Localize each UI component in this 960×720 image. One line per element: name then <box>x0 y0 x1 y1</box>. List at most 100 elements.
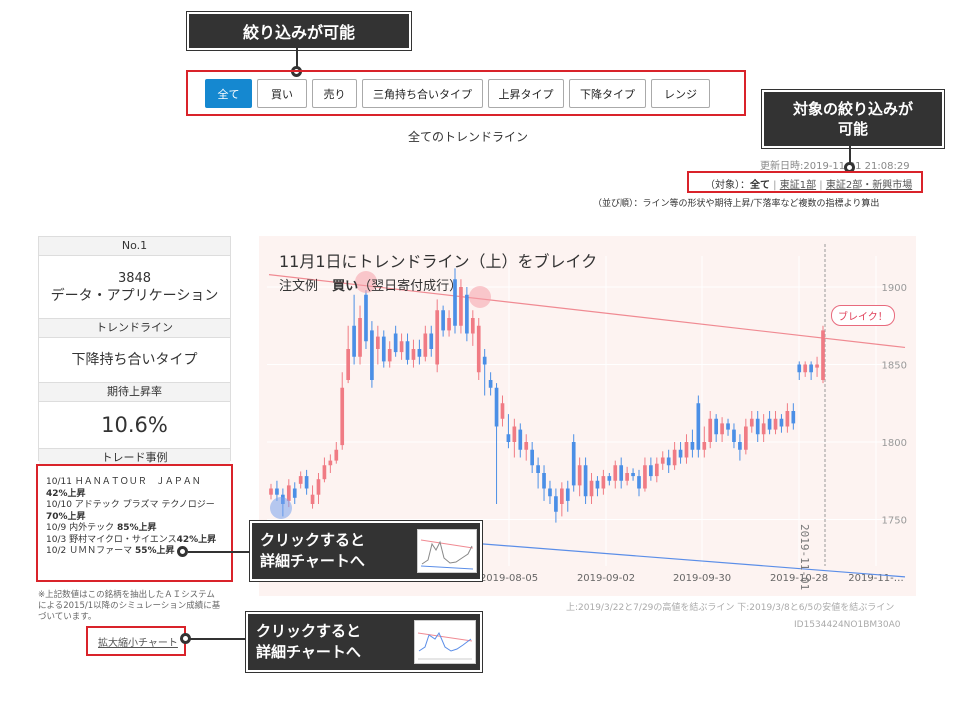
target-callout-connector <box>849 146 851 166</box>
candle-body <box>387 349 392 362</box>
candle-body <box>482 356 487 365</box>
candle-body <box>286 485 291 501</box>
candle-body <box>381 336 386 362</box>
filter-all-button[interactable]: 全て <box>205 79 252 108</box>
candle-body <box>364 294 368 342</box>
candle-body <box>613 465 618 481</box>
candle-body <box>631 473 635 477</box>
order-type: （翌日寄付成行） <box>358 279 463 294</box>
filter-range-button[interactable]: レンジ <box>651 79 710 108</box>
candle-body <box>536 465 540 473</box>
candle-body <box>720 423 724 435</box>
click-callout-1-line1: クリックすると <box>260 531 366 549</box>
stock-name: データ・アプリケーション <box>50 287 219 304</box>
candle-body <box>275 488 279 495</box>
click-callout-1-line2: 詳細チャートへ <box>260 552 365 570</box>
click-callout-2-line1: クリックすると <box>256 622 362 640</box>
filter-sell-button[interactable]: 売り <box>312 79 357 108</box>
candle-body <box>601 476 606 489</box>
expected-head: 期待上昇率 <box>39 383 230 402</box>
candle-body <box>328 460 333 466</box>
filter-uptrend-button[interactable]: 上昇タイプ <box>488 79 564 108</box>
trade-item[interactable]: 10/3 野村マイクロ・サイエンス42%上昇 <box>46 534 217 545</box>
candle-body <box>660 457 665 464</box>
stock-code: 3848 <box>117 270 152 286</box>
trades-head: トレード事例 <box>39 449 230 466</box>
filter-buy-button[interactable]: 買い <box>257 79 307 108</box>
y-tick-label: 1750 <box>882 516 907 527</box>
x-tick-label: 2019-09-02 <box>577 573 635 584</box>
candle-body <box>791 411 796 424</box>
chart-svg[interactable]: 1750 1800 1850 1900 2019-08-05 2019-09-02 2019… <box>259 236 916 596</box>
click-callout-2-connector <box>188 638 246 640</box>
target-filter: （対象）：全て | 東証1部 | 東証2部・新興市場 <box>705 176 912 191</box>
candle-body <box>714 418 719 435</box>
candle-body <box>583 465 588 497</box>
candle-body <box>358 318 362 357</box>
candle-body <box>690 442 695 450</box>
filter-triangle-button[interactable]: 三角持ち合いタイプ <box>362 79 483 108</box>
trades-list: 10/11 ＨＡＮＡＴＯＵＲ ＪＡＰＡＮ 42%上昇 10/10 アドテック プラ… <box>38 477 231 558</box>
trendline-head: トレンドライン <box>39 319 230 338</box>
candle-body <box>346 349 351 380</box>
trade-item[interactable]: 10/10 アドテック プラズマ テクノロジー 70%上昇 <box>46 500 215 522</box>
candle-body <box>702 442 707 450</box>
candle-body <box>595 480 600 489</box>
click-callout-1: クリックすると 詳細チャートへ <box>249 520 483 582</box>
candle-body <box>696 403 701 450</box>
rank-label: No.1 <box>39 237 230 256</box>
order-note: （並び順）：ライン等の形状や期待上昇/下落率など複数の指標より算出 <box>593 199 880 209</box>
candle-body <box>589 480 594 497</box>
filter-callout-text: 絞り込みが可能 <box>242 23 355 42</box>
candle-body <box>322 465 327 480</box>
zoom-chart-link[interactable]: 拡大縮小チャート <box>98 638 178 649</box>
target-prefix: （対象）： <box>705 180 750 191</box>
y-tick-label: 1900 <box>882 283 907 294</box>
candle-body <box>393 333 398 353</box>
updated-time: 更新日時:2019-11-01 21:08:29 <box>760 161 910 172</box>
candle-body <box>470 318 475 334</box>
trade-item[interactable]: 10/11 ＨＡＮＡＴＯＵＲ ＪＡＰＡＮ 42%上昇 <box>46 477 201 499</box>
candle-body <box>542 473 546 489</box>
candle-body <box>334 449 339 461</box>
upper-anchor-marker-1 <box>355 271 377 293</box>
x-tick-label: 2019-09-30 <box>673 573 731 584</box>
target-all[interactable]: 全て <box>750 180 770 191</box>
chart-thumbnail-2[interactable] <box>414 620 476 664</box>
candle-body <box>726 423 730 430</box>
filter-callout: 絞り込みが可能 <box>186 11 412 51</box>
candle-body <box>465 294 469 334</box>
candle-body <box>554 496 558 512</box>
target-tse2-link[interactable]: 東証2部・新興市場 <box>825 180 913 191</box>
simulation-note: ※上記数値はこの銘柄を抽出したＡＩシステム による2015/1以降のシミュレーショ… <box>38 590 221 622</box>
target-tse1-link[interactable]: 東証1部 <box>779 180 817 191</box>
order-side: 買い <box>332 279 359 294</box>
candle-body <box>678 449 683 458</box>
candle-body <box>607 476 612 481</box>
trendline-type: 下降持ち合いタイプ <box>39 338 230 383</box>
trade-item[interactable]: 10/2 ＵＭＮファーマ 55%上昇 <box>46 546 175 556</box>
candle-body <box>411 349 416 360</box>
candle-body <box>565 488 570 501</box>
target-callout: 対象の絞り込みが 可能 <box>761 89 945 149</box>
trade-item[interactable]: 10/9 内外テック 85%上昇 <box>46 523 157 533</box>
candle-body <box>298 476 303 484</box>
event-date-label: 2019-11-01 <box>798 524 811 591</box>
candle-body <box>310 494 315 504</box>
target-highlight <box>687 171 923 193</box>
stock-info[interactable]: 3848 データ・アプリケーション <box>39 256 230 319</box>
x-tick-label: 2019-08-05 <box>480 573 538 584</box>
filter-downtrend-button[interactable]: 下降タイプ <box>569 79 646 108</box>
chart-id: ID1534424NO1BM30A0 <box>794 620 901 630</box>
candle-body <box>459 287 463 326</box>
candle-body <box>779 418 784 427</box>
chart-thumbnail-1[interactable] <box>417 529 477 573</box>
candle-body <box>743 426 748 450</box>
candle-body <box>500 403 505 419</box>
candle-body <box>506 434 511 442</box>
candle-body <box>815 364 819 368</box>
candle-body <box>340 387 345 446</box>
rank-panel[interactable]: No.1 3848 データ・アプリケーション トレンドライン 下降持ち合いタイプ… <box>38 236 231 466</box>
trend-chart[interactable]: 1750 1800 1850 1900 2019-08-05 2019-09-02 2019… <box>259 236 916 596</box>
candle-body <box>447 318 451 331</box>
